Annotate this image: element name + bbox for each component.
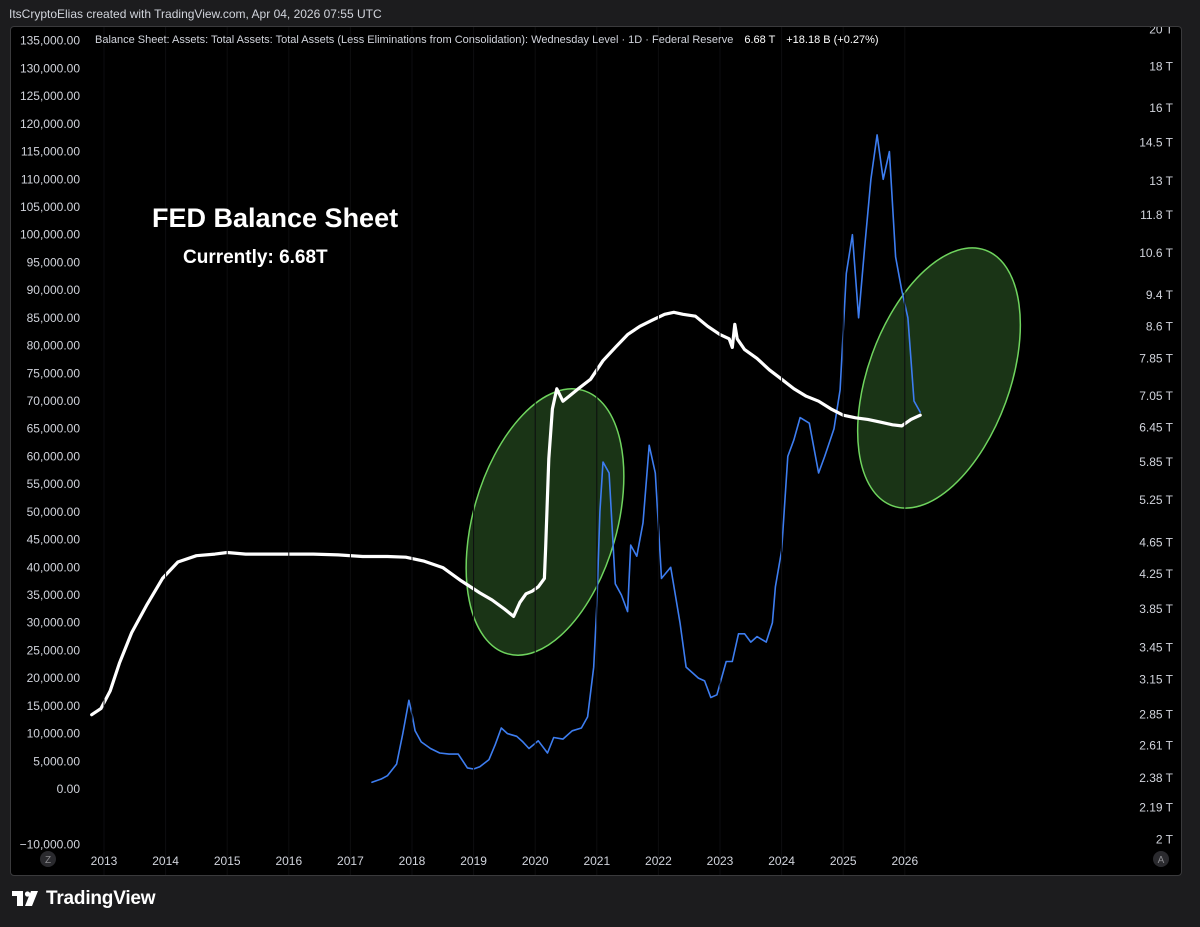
right-tick-label: 5.85 T xyxy=(1139,455,1173,469)
top-bar: ItsCryptoElias created with TradingView.… xyxy=(0,0,1200,26)
x-tick-label: 2018 xyxy=(399,854,426,868)
right-tick-label: 3.85 T xyxy=(1139,602,1173,616)
right-tick-label: 10.6 T xyxy=(1139,246,1173,260)
right-tick-label: 7.85 T xyxy=(1139,351,1173,365)
annotation-title: FED Balance Sheet xyxy=(152,203,399,233)
legend-change: +18.18 B (+0.27%) xyxy=(786,34,879,46)
left-tick-label: 100,000.00 xyxy=(20,228,80,242)
fed-series xyxy=(90,310,922,717)
left-tick-label: 130,000.00 xyxy=(20,61,80,75)
left-tick-label: 55,000.00 xyxy=(27,477,81,491)
legend-series-name: Balance Sheet: Assets: Total Assets: Tot… xyxy=(95,34,734,46)
chart-area[interactable]: 135,000.00 130,000.00 125,000.00 120,000.00… xyxy=(10,26,1182,876)
x-tick-label: 2013 xyxy=(91,854,118,868)
right-tick-label: 2.61 T xyxy=(1139,739,1173,753)
x-tick-label: 2016 xyxy=(275,854,302,868)
left-tick-label: 60,000.00 xyxy=(27,449,81,463)
left-tick-label: 45,000.00 xyxy=(27,533,81,547)
tradingview-logo[interactable]: TradingView xyxy=(12,888,156,910)
right-scale-button[interactable]: A xyxy=(1153,851,1169,867)
x-tick-label: 2021 xyxy=(583,854,610,868)
left-scale-button-bg[interactable] xyxy=(40,851,56,867)
right-tick-label: 3.45 T xyxy=(1139,641,1173,655)
x-tick-label: 2026 xyxy=(891,854,918,868)
right-tick-label: 3.15 T xyxy=(1139,673,1173,687)
right-tick-label: 11.8 T xyxy=(1140,208,1174,222)
left-scale-button-label[interactable]: Z xyxy=(45,855,51,866)
right-tick-label: 18 T xyxy=(1149,60,1173,74)
left-tick-label: 70,000.00 xyxy=(27,394,81,408)
left-tick-label: 30,000.00 xyxy=(27,616,81,630)
right-tick-label: 20 T xyxy=(1149,27,1173,37)
left-tick-label: 40,000.00 xyxy=(27,560,81,574)
x-tick-label: 2014 xyxy=(152,854,179,868)
x-tick-label: 2017 xyxy=(337,854,364,868)
left-tick-label: 25,000.00 xyxy=(27,643,81,657)
left-tick-label: 65,000.00 xyxy=(27,422,81,436)
credit-text: ItsCryptoElias created with TradingView.… xyxy=(9,7,382,21)
annotation-subtitle: Currently: 6.68T xyxy=(183,247,328,268)
left-tick-label: 105,000.00 xyxy=(20,200,80,214)
left-tick-label: 135,000.00 xyxy=(20,34,80,48)
highlight-ellipses xyxy=(465,247,1022,656)
left-tick-label: 20,000.00 xyxy=(27,671,81,685)
right-tick-label: 5.25 T xyxy=(1139,493,1173,507)
left-tick-label: 10,000.00 xyxy=(27,727,81,741)
right-tick-label: 4.65 T xyxy=(1139,536,1173,550)
tradingview-logo-icon xyxy=(12,891,38,906)
left-tick-label: −10,000.00 xyxy=(20,837,81,851)
right-tick-label: 2 T xyxy=(1156,832,1174,846)
left-tick-label: 120,000.00 xyxy=(20,117,80,131)
left-tick-label: 0.00 xyxy=(57,782,81,796)
x-tick-label: 2025 xyxy=(830,854,857,868)
x-tick-label: 2024 xyxy=(768,854,795,868)
right-tick-label: 6.45 T xyxy=(1139,420,1173,434)
left-tick-label: 15,000.00 xyxy=(27,699,81,713)
left-price-axis: 135,000.00 130,000.00 125,000.00 120,000.00… xyxy=(20,34,81,852)
right-tick-label: 2.19 T xyxy=(1139,800,1173,814)
left-tick-label: 85,000.00 xyxy=(27,311,81,325)
left-tick-label: 90,000.00 xyxy=(27,283,81,297)
right-tick-label: 2.38 T xyxy=(1139,771,1173,785)
tradingview-brand: TradingView xyxy=(46,888,156,909)
right-tick-label: 9.4 T xyxy=(1146,288,1174,302)
legend-value: 6.68 T xyxy=(744,34,776,46)
right-tick-label: 14.5 T xyxy=(1139,136,1173,150)
left-tick-label: 35,000.00 xyxy=(27,588,81,602)
right-price-axis: 24 T22 T20 T18 T16 T14.5 T13 T11.8 T10.6… xyxy=(1139,27,1173,846)
bottom-bar: TradingView xyxy=(0,876,1200,927)
x-tick-label: 2019 xyxy=(460,854,487,868)
left-tick-label: 75,000.00 xyxy=(27,366,81,380)
x-tick-label: 2022 xyxy=(645,854,672,868)
chart-canvas[interactable]: 135,000.00 130,000.00 125,000.00 120,000.00… xyxy=(11,27,1181,875)
right-scale-button-bg[interactable] xyxy=(1153,851,1169,867)
x-tick-label: 2020 xyxy=(522,854,549,868)
left-tick-label: 50,000.00 xyxy=(27,505,81,519)
left-tick-label: 5,000.00 xyxy=(33,754,80,768)
right-tick-label: 2.85 T xyxy=(1139,708,1173,722)
fed-balance-line[interactable] xyxy=(90,310,922,717)
right-tick-label: 16 T xyxy=(1149,101,1173,115)
left-tick-label: 95,000.00 xyxy=(27,255,81,269)
x-tick-label: 2023 xyxy=(707,854,734,868)
left-scale-button[interactable]: Z xyxy=(40,851,56,867)
series-legend[interactable]: Balance Sheet: Assets: Total Assets: Tot… xyxy=(95,34,879,46)
highlight-ellipse-2026 xyxy=(856,247,1022,509)
time-axis: 2013 2014 2015 2016 2017 2018 2019 2020 2021 2022… xyxy=(40,27,1169,875)
btc-series xyxy=(371,134,922,784)
right-tick-label: 4.25 T xyxy=(1139,567,1173,581)
right-tick-label: 8.6 T xyxy=(1146,319,1174,333)
left-tick-label: 115,000.00 xyxy=(21,145,80,159)
left-tick-label: 125,000.00 xyxy=(20,89,80,103)
left-tick-label: 80,000.00 xyxy=(27,339,81,353)
right-scale-button-label[interactable]: A xyxy=(1158,855,1165,866)
left-tick-label: 110,000.00 xyxy=(21,172,80,186)
x-tick-label: 2015 xyxy=(214,854,241,868)
right-tick-label: 13 T xyxy=(1149,174,1173,188)
right-tick-label: 7.05 T xyxy=(1139,389,1173,403)
btc-price-line[interactable] xyxy=(371,134,922,784)
